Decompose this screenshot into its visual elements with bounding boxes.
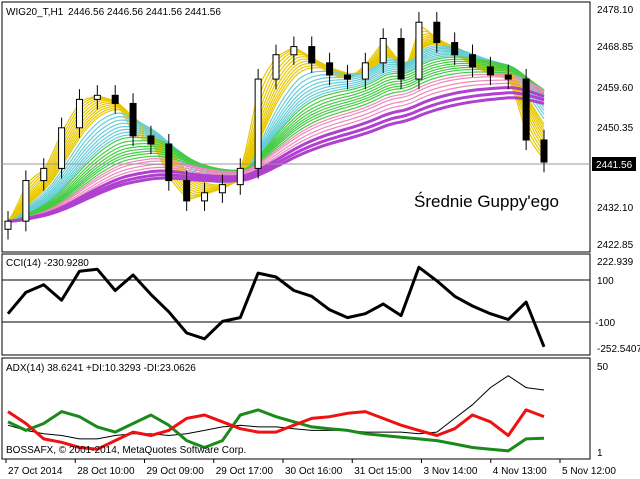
guppy-ma-line bbox=[7, 96, 545, 223]
candle bbox=[361, 52, 369, 90]
candle bbox=[147, 125, 155, 155]
guppy-ma-line bbox=[7, 79, 545, 222]
time-axis-label: 29 Oct 09:00 bbox=[147, 466, 205, 477]
candle bbox=[486, 56, 494, 86]
candle bbox=[540, 129, 548, 173]
cci-level-hi-label: 100 bbox=[597, 276, 614, 287]
plus-di-line bbox=[7, 408, 545, 453]
adx-line bbox=[7, 375, 545, 440]
adx-label: ADX(14) 38.6241 +DI:10.3293 -DI:23.0626 bbox=[6, 363, 196, 374]
candle bbox=[433, 12, 441, 53]
candle bbox=[254, 68, 262, 179]
price-tick-label: 2450.35 bbox=[597, 123, 634, 134]
time-axis: 27 Oct 2014 28 Oct 10:00 29 Oct 09:00 29 Oc… bbox=[5, 459, 616, 477]
main-price-axis: 2478.10 2468.85 2459.60 2450.35 2432.10 … bbox=[597, 5, 634, 251]
candle bbox=[522, 68, 530, 151]
cci-tick-bottom: -252.5407 bbox=[597, 344, 640, 355]
guppy-ma-line bbox=[7, 66, 545, 222]
candle bbox=[272, 44, 280, 90]
candle bbox=[469, 44, 477, 78]
candle bbox=[218, 174, 226, 203]
candle bbox=[75, 89, 83, 138]
price-tick-label: 2459.60 bbox=[597, 83, 634, 94]
cci-level-lo-box bbox=[592, 316, 616, 328]
candle bbox=[58, 117, 66, 179]
adx-panel-frame bbox=[1, 357, 591, 460]
candle bbox=[201, 182, 209, 212]
price-tick-label: 2478.10 bbox=[597, 5, 634, 16]
current-price-box bbox=[592, 157, 636, 171]
cci-level-hi-box bbox=[592, 274, 614, 286]
adx-tick-bottom: 1 bbox=[597, 448, 603, 459]
guppy-ma-line bbox=[7, 71, 545, 222]
candle bbox=[290, 36, 298, 65]
main-ohlc: 2446.56 2446.56 2441.56 2441.56 bbox=[68, 7, 221, 18]
candle bbox=[129, 93, 137, 147]
candle bbox=[415, 12, 423, 90]
time-axis-label: 30 Oct 16:00 bbox=[285, 466, 343, 477]
candle bbox=[343, 64, 351, 90]
candle bbox=[165, 133, 173, 191]
guppy-ma-line bbox=[7, 73, 545, 222]
cci-line bbox=[6, 265, 546, 348]
minus-di-line bbox=[7, 408, 545, 451]
time-axis-label: 31 Oct 15:00 bbox=[354, 466, 412, 477]
cci-level-lo-label: -100 bbox=[595, 318, 615, 329]
guppy-ma-line bbox=[7, 82, 545, 222]
price-tick-label: 2422.85 bbox=[597, 240, 634, 251]
current-price-label: 2441.56 bbox=[596, 160, 633, 171]
guppy-ma-line bbox=[7, 86, 545, 223]
candle bbox=[22, 170, 30, 232]
candle bbox=[308, 36, 316, 73]
guppy-annotation: Średnie Guppy'ego bbox=[414, 192, 559, 211]
watermark: BOSSAFX, © 2001-2014, MetaQuotes Softwar… bbox=[6, 445, 246, 456]
price-tick-label: 2468.85 bbox=[597, 42, 634, 53]
main-title: WIG20_T,H1 bbox=[6, 7, 64, 18]
candle bbox=[40, 158, 48, 191]
candles bbox=[4, 12, 548, 240]
candle bbox=[111, 85, 119, 114]
candle bbox=[93, 85, 101, 110]
cci-tick-top: 222.939 bbox=[597, 257, 634, 268]
time-axis-label: 4 Nov 13:00 bbox=[493, 466, 547, 477]
guppy-ma-line bbox=[7, 76, 545, 222]
price-tick-label: 2432.10 bbox=[597, 203, 634, 214]
time-axis-label: 5 Nov 12:00 bbox=[562, 466, 616, 477]
candle bbox=[397, 28, 405, 90]
candle bbox=[236, 158, 244, 195]
adx-tick-top: 50 bbox=[597, 362, 609, 373]
candle bbox=[4, 211, 12, 240]
guppy-ma-line bbox=[7, 64, 545, 222]
candle bbox=[379, 28, 387, 73]
candle bbox=[504, 64, 512, 90]
time-axis-label: 29 Oct 17:00 bbox=[216, 466, 274, 477]
cci-axis: 222.939 100 -100 -252.5407 bbox=[592, 257, 640, 355]
guppy-ma-line bbox=[7, 68, 545, 222]
cci-label: CCI(14) -230.9280 bbox=[6, 258, 89, 269]
time-axis-label: 28 Oct 10:00 bbox=[77, 466, 135, 477]
time-axis-label: 27 Oct 2014 bbox=[8, 466, 63, 477]
candle bbox=[183, 170, 191, 212]
candle bbox=[326, 52, 334, 86]
time-axis-label: 3 Nov 14:00 bbox=[424, 466, 478, 477]
candle bbox=[451, 32, 459, 65]
